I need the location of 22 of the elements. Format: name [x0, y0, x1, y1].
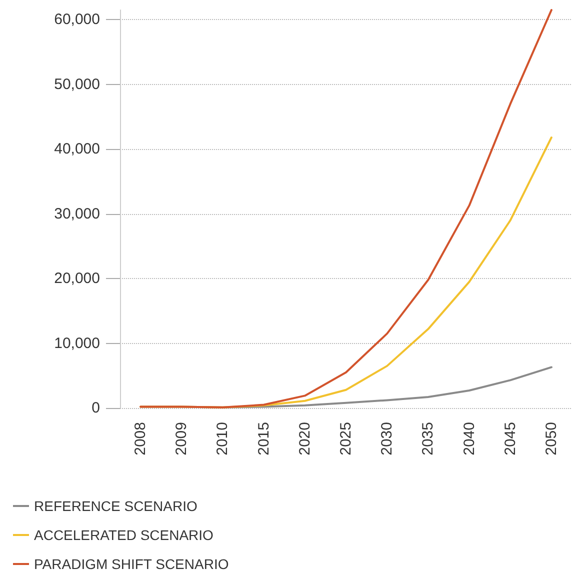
- x-tick-label: 2040: [460, 422, 478, 456]
- x-tick-label: 2020: [296, 422, 314, 456]
- x-tick-label: 2009: [173, 422, 190, 456]
- x-tick-label: 2010: [214, 422, 232, 456]
- x-tick-label: 2030: [378, 422, 396, 456]
- y-tick-label: 0: [92, 400, 100, 416]
- x-tick-label: 2025: [338, 422, 354, 456]
- x-tick-label: 2008: [132, 422, 150, 456]
- legend-label: PARADIGM SHIFT SCENARIO: [34, 556, 229, 572]
- y-tick-label: 60,000: [54, 11, 100, 28]
- x-tick-label: 2045: [502, 422, 519, 456]
- line-series: [140, 9, 552, 408]
- x-tick-label: 2050: [542, 422, 560, 456]
- y-tick-label: 50,000: [54, 76, 100, 93]
- x-tick-label: 2015: [255, 422, 272, 456]
- legend-label: REFERENCE SCENARIO: [34, 498, 198, 514]
- y-tick-label: 10,000: [54, 334, 100, 352]
- legend-label: ACCELERATED SCENARIO: [34, 527, 214, 543]
- y-tick-label: 30,000: [54, 205, 100, 222]
- y-tick-label: 40,000: [54, 140, 100, 158]
- y-tick-label: 20,000: [54, 270, 100, 288]
- x-tick-label: 2035: [420, 422, 437, 456]
